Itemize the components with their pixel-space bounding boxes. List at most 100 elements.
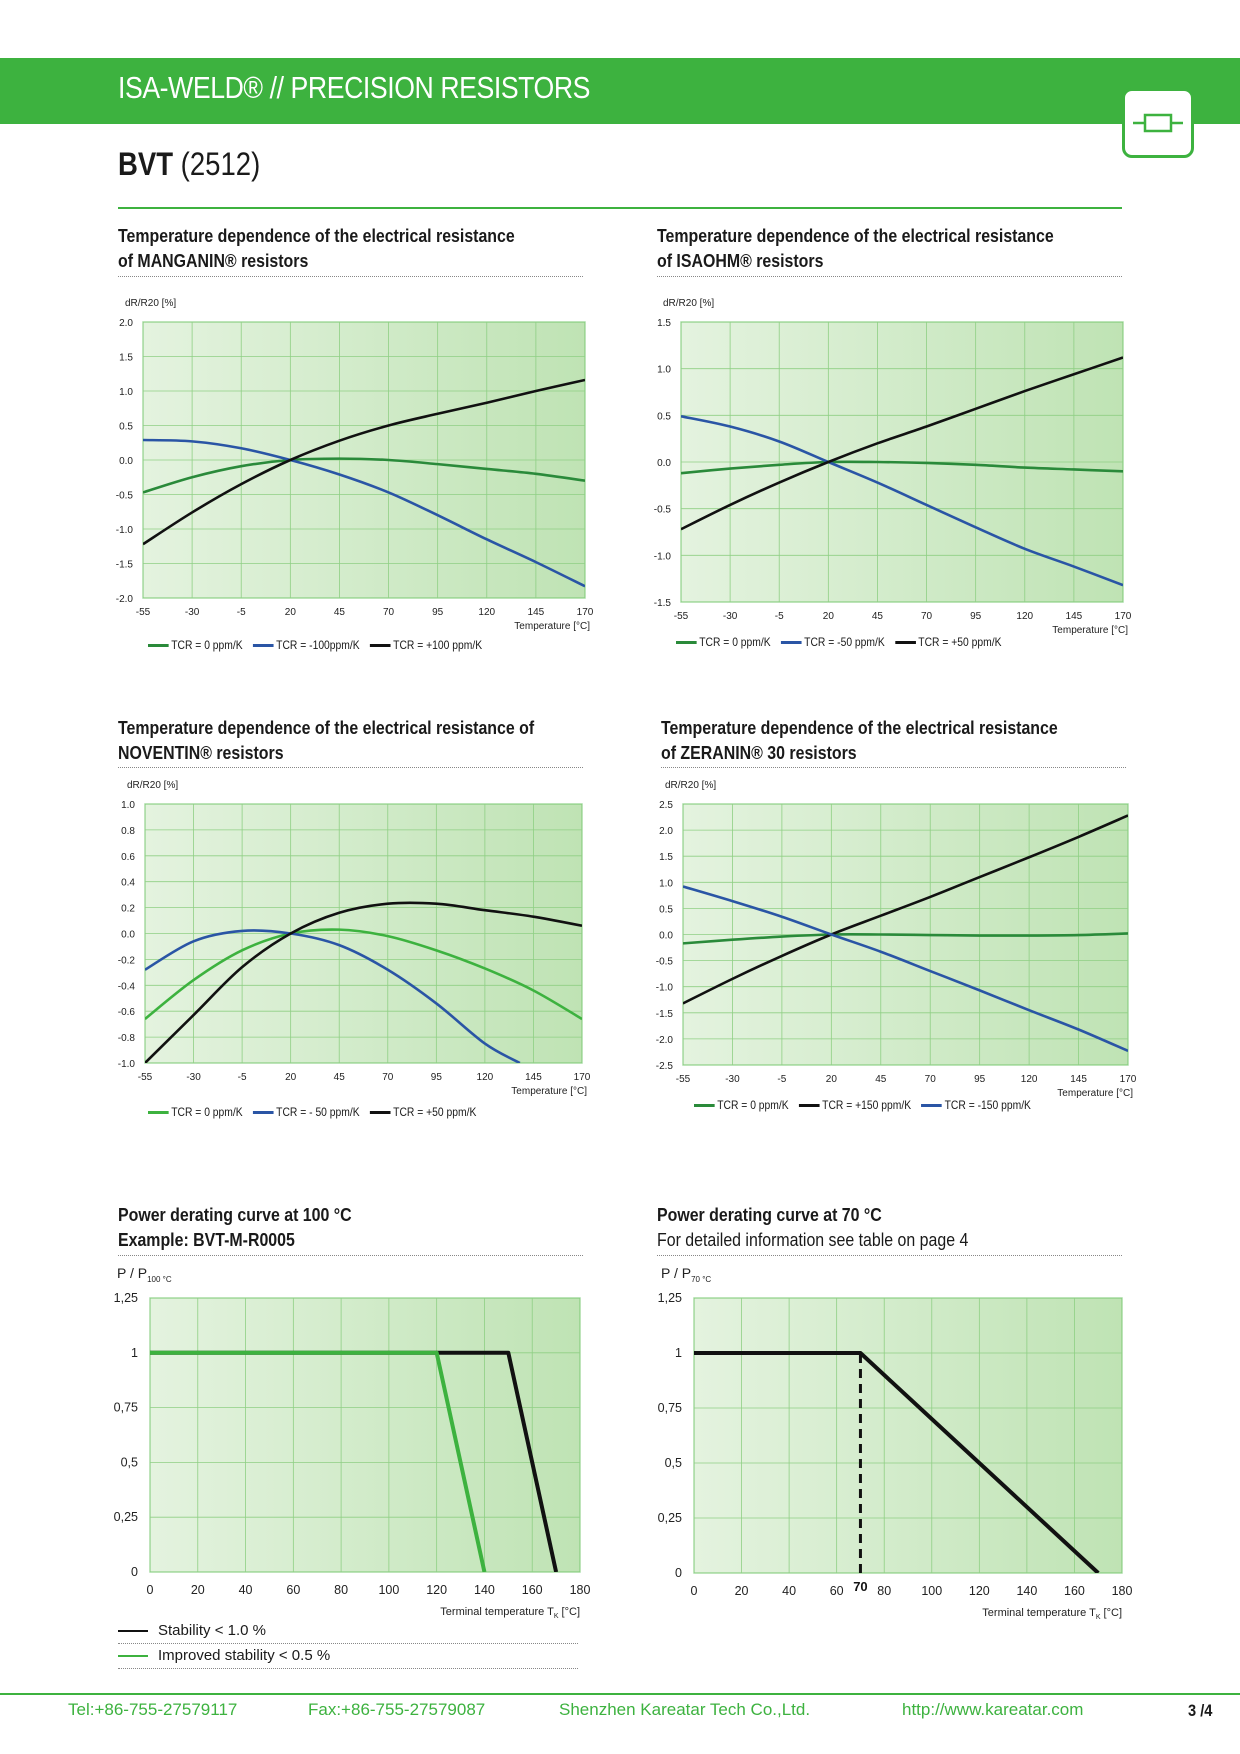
y-tick-label: 0.5 [659, 904, 673, 915]
x-tick-label: 170 [574, 1072, 591, 1083]
y-tick-label: -0.2 [118, 955, 136, 966]
y-tick-label: 1,25 [658, 1291, 682, 1305]
legend-label: TCR = 0 ppm/K [699, 635, 771, 649]
x-tick-label: 20 [826, 1074, 838, 1085]
footer-divider [0, 1693, 1240, 1695]
stability-legend-item: Stability < 1.0 % [118, 1622, 266, 1639]
section-title-line: Temperature dependence of the electrical… [661, 717, 1058, 738]
legend-swatch [252, 643, 274, 647]
legend-swatch [118, 1654, 148, 1657]
y-tick-label: 0,5 [121, 1455, 138, 1469]
product-code: BVT [118, 146, 174, 182]
section-divider [657, 1255, 1122, 1256]
x-tick-label: -5 [238, 1072, 247, 1083]
x-tick-label: 145 [525, 1072, 542, 1083]
legend-swatch [252, 1110, 274, 1114]
y-tick-label: -1.5 [116, 560, 134, 571]
x-tick-label: -30 [725, 1074, 740, 1085]
header-title: ISA-WELD® // PRECISION RESISTORS [118, 70, 591, 105]
legend-swatch [780, 640, 802, 644]
x-tick-label: 180 [570, 1583, 591, 1597]
x-axis-label: Terminal temperature TK [°C] [982, 1607, 1122, 1621]
legend-swatch [148, 1110, 169, 1114]
legend-item: TCR = +50 ppm/K [369, 1105, 476, 1119]
legend-swatch [694, 1103, 715, 1107]
y-tick-label: -2.5 [656, 1061, 674, 1072]
legend-swatch [369, 1110, 391, 1114]
section-title-isaohm: Temperature dependence of the electrical… [657, 223, 1054, 273]
legend-label: TCR = -100ppm/K [276, 638, 360, 652]
footer-url[interactable]: http://www.kareatar.com [902, 1700, 1084, 1719]
legend-label: TCR = 0 ppm/K [717, 1098, 789, 1112]
y-tick-label: 1.0 [657, 365, 671, 376]
x-tick-label: 100 [378, 1583, 399, 1597]
x-tick-label: 120 [426, 1583, 447, 1597]
x-tick-label: 80 [334, 1583, 348, 1597]
legend-swatch [676, 640, 697, 644]
legend-item: TCR = +50 ppm/K [895, 635, 1001, 649]
section-title-line: NOVENTIN® resistors [118, 742, 284, 763]
chart-svg: 0 20 40 60 80 100 120 140 160 180 0 0,25 0,5 0,75 1 1,2… [114, 1265, 591, 1620]
chart-noventin: -55 -30 -5 20 45 70 95 120 145 170 -1.0 -0.8 -0.6 -0.… [100, 777, 600, 1117]
section-title-line: of ISAOHM® resistors [657, 250, 824, 271]
x-axis-label-main: Terminal temperature T [440, 1606, 554, 1618]
x-tick-label: -55 [676, 1074, 691, 1085]
legend-label: TCR = +150 ppm/K [822, 1098, 912, 1112]
legend-label: TCR = -50 ppm/K [804, 635, 885, 649]
legend-label: TCR = - 50 ppm/K [276, 1105, 360, 1119]
x-tick-label: 70 [382, 1072, 394, 1083]
x-tick-label: 0 [147, 1583, 154, 1597]
header-banner: ISA-WELD® // PRECISION RESISTORS [0, 58, 1240, 124]
legend-swatch [148, 643, 169, 647]
y-tick-label: -0.8 [118, 1033, 136, 1044]
marker-label: 70 [853, 1579, 867, 1594]
product-size: (2512) [180, 146, 261, 182]
y-tick-label: 0,25 [114, 1510, 138, 1524]
series-line [150, 1350, 487, 1572]
y-tick-label: 0.4 [121, 878, 135, 889]
x-tick-label: 40 [782, 1584, 796, 1598]
y-axis-label-sub: 70 °C [691, 1275, 711, 1284]
x-tick-label: 70 [925, 1074, 937, 1085]
x-tick-label: 45 [875, 1074, 887, 1085]
legend-swatch [798, 1103, 820, 1107]
x-tick-label: 120 [969, 1584, 990, 1598]
x-tick-label: 120 [1016, 611, 1033, 622]
x-tick-label: -30 [185, 607, 200, 618]
y-axis-label: P / P70 °C [661, 1265, 711, 1284]
section-title-noventin: Temperature dependence of the electrical… [118, 715, 534, 765]
x-tick-label: 95 [970, 611, 982, 622]
section-title-derating-70: Power derating curve at 70 °C For detail… [657, 1202, 968, 1252]
section-title-line: Temperature dependence of the electrical… [118, 717, 535, 738]
y-tick-label: 1.0 [121, 800, 135, 811]
y-tick-label: 1.0 [119, 387, 133, 398]
chart-svg: -55 -30 -5 20 45 70 95 120 145 170 -1.5 -1.0 -0.5 0.0… [654, 298, 1132, 636]
series-line [681, 356, 1123, 531]
section-title-line: Temperature dependence of the electrical… [118, 225, 515, 246]
section-title-derating-100: Power derating curve at 100 °C Example: … [118, 1202, 352, 1252]
section-title-line: Example: BVT-M-R0005 [118, 1229, 295, 1250]
section-title-line: of ZERANIN® 30 resistors [661, 742, 857, 763]
chart-legend: TCR = 0 ppm/K TCR = -100ppm/K TCR = +100 p… [148, 638, 482, 652]
x-tick-label: 20 [285, 607, 297, 618]
x-tick-label: 70 [383, 607, 395, 618]
x-tick-label: 140 [474, 1583, 495, 1597]
series-line [683, 814, 1128, 1005]
y-tick-label: 2.0 [659, 826, 673, 837]
chart-derating-100: 0 20 40 60 80 100 120 140 160 180 0 0,25 0,5 0,75 1 1,2… [100, 1262, 600, 1622]
x-tick-label: -30 [186, 1072, 201, 1083]
x-axis-label-sub: K [1096, 1614, 1101, 1621]
y-tick-label: 1.5 [119, 353, 133, 364]
y-tick-label: 0.5 [657, 411, 671, 422]
x-tick-label: 160 [1064, 1584, 1085, 1598]
y-tick-label: -0.4 [118, 981, 136, 992]
y-tick-label: 0 [675, 1566, 682, 1580]
y-tick-label: 0,75 [114, 1401, 138, 1415]
x-tick-label: 45 [334, 1072, 346, 1083]
y-tick-label: -1.0 [654, 551, 672, 562]
series-line [145, 901, 582, 1063]
x-axis-label: Temperature [°C] [511, 1086, 587, 1097]
footer-company: Shenzhen Kareatar Tech Co.,Ltd. [559, 1700, 811, 1719]
section-divider [118, 767, 583, 768]
legend-item: TCR = +100 ppm/K [369, 638, 482, 652]
